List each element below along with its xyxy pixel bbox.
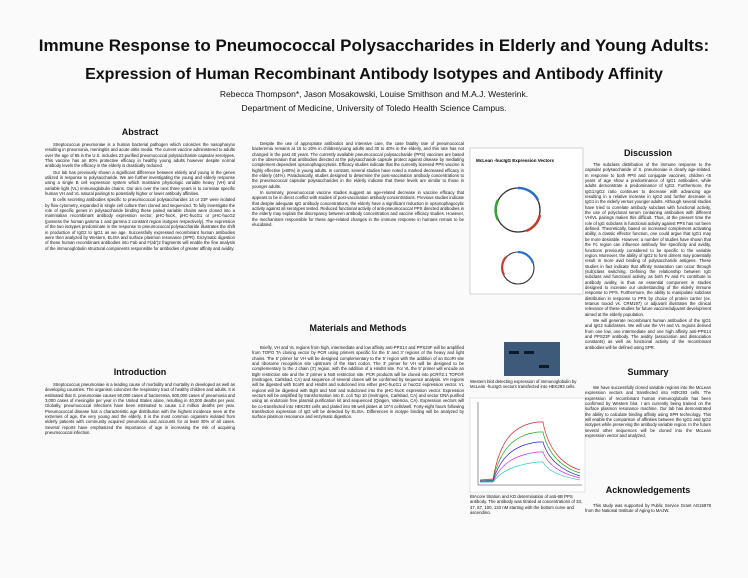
blot-band — [524, 351, 534, 354]
spr-curve — [480, 451, 581, 483]
paragraph: Briefly, VH and VL regions from high, in… — [252, 345, 464, 420]
spr-curve — [479, 421, 581, 481]
figure-title: McLean -hucIgG Expression Vectors — [476, 158, 555, 163]
plasmid-segment — [525, 214, 542, 233]
discussion-section: Discussion The subclass distribution of … — [585, 148, 711, 351]
paragraph: In summary, pneumococcal vaccine studies… — [252, 190, 464, 228]
paragraph: Despite the use of appropriate antibioti… — [252, 141, 464, 189]
plasmid-segment — [494, 199, 500, 221]
authors: Rebecca Thompson*, Jason Mosakowski, Lou… — [219, 89, 529, 99]
spr-curve — [480, 461, 581, 483]
section-heading: Materials and Methods — [309, 323, 407, 333]
vector-figure — [469, 147, 584, 295]
introduction-section: Introduction Streptococcus pneumoniae is… — [45, 367, 235, 436]
section-body: The subclass distribution of the immune … — [585, 162, 711, 350]
blot-band — [539, 365, 549, 368]
section-heading: Acknowledgements — [605, 485, 691, 495]
summary-section: Summary We have successfully cloned vari… — [585, 367, 711, 439]
paragraph: Streptococcus pneumoniae is a human bact… — [45, 142, 235, 169]
figure-caption: Western blot detecting expression of imm… — [470, 379, 577, 390]
subtitle: Expression of Human Recombinant Antibody… — [85, 66, 663, 83]
section-heading: Discussion — [623, 148, 672, 158]
paragraph: This study was supported by Public Servi… — [585, 503, 711, 514]
affiliation: Department of Medicine, University of To… — [241, 103, 507, 113]
section-body: Despite the use of appropriate antibioti… — [252, 141, 464, 228]
paragraph: The subclass distribution of the immune … — [585, 162, 711, 317]
section-body: Briefly, VH and VL regions from high, in… — [252, 345, 464, 420]
section-body: Streptococcus pneumoniae is a human bact… — [45, 142, 235, 251]
paragraph: We have successfully cloned variable reg… — [585, 385, 711, 439]
paragraph: B cells secreting antibodies specific to… — [45, 197, 235, 251]
section-heading: Summary — [627, 367, 669, 377]
section-heading: Abstract — [121, 127, 159, 137]
title: Immune Response to Pneumococcal Polysacc… — [38, 36, 710, 55]
spr-figure — [469, 397, 586, 493]
middle-section: Despite the use of appropriate antibioti… — [252, 141, 464, 229]
section-body: We have successfully cloned variable reg… — [585, 385, 711, 438]
blot-band — [509, 351, 519, 354]
western-blot — [504, 342, 560, 376]
section-body: Streptococcus pneumoniae is a leading ca… — [45, 382, 235, 435]
paragraph: Streptococcus pneumoniae is a leading ca… — [45, 382, 235, 436]
spr-curve — [480, 441, 581, 482]
section-heading: Introduction — [113, 367, 167, 377]
figure-panel: McLean -hucIgG Expression Vectors Wester… — [469, 147, 586, 514]
plasmid-segment — [517, 250, 535, 264]
plasmid-segment — [517, 186, 540, 201]
spr-curve — [479, 431, 581, 482]
abstract-section: Abstract Streptococcus pneumoniae is a h… — [45, 127, 235, 252]
paragraph: Our lab has previously shown a significa… — [45, 169, 235, 197]
figure-caption: BIAcore titration and KD determination o… — [470, 494, 583, 514]
acknowledgements-section: Acknowledgements This study was supporte… — [585, 485, 711, 515]
paragraph: We will generate recombinant human antib… — [585, 317, 711, 350]
methods-section: Materials and Methods Briefly, VH and VL… — [252, 323, 464, 421]
section-body: This study was supported by Public Servi… — [585, 503, 711, 514]
plasmid-segment — [501, 256, 507, 276]
